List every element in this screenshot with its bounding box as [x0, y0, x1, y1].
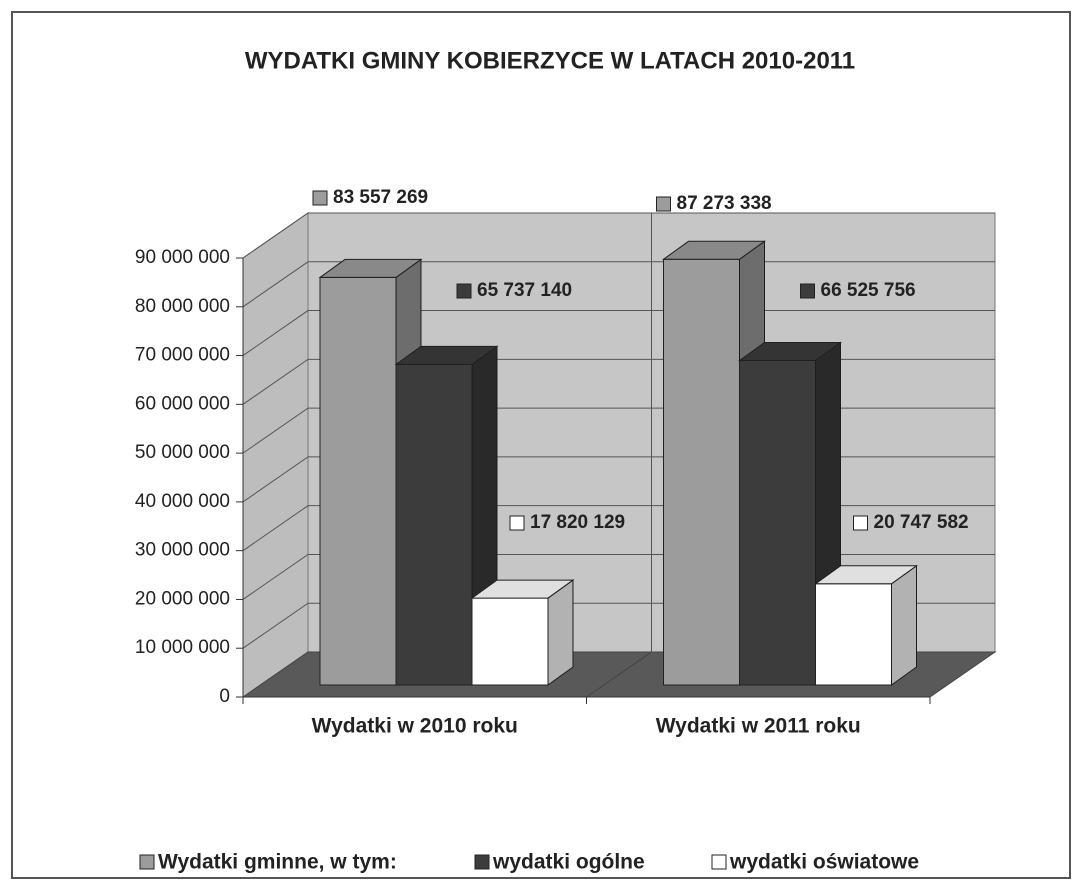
- chart-title: WYDATKI GMINY KOBIERZYCE W LATACH 2010-2…: [245, 47, 855, 74]
- bar-top-shade: [396, 346, 497, 365]
- value-label: 83 557 269: [333, 187, 428, 208]
- x-tick-label: Wydatki w 2011 roku: [656, 715, 861, 738]
- bar-top: [737, 342, 843, 362]
- bar-top-shade: [320, 259, 421, 278]
- value-label-key: [800, 283, 815, 299]
- bar: [663, 258, 740, 686]
- bar-top: [394, 345, 499, 365]
- y-tick-label: 70 000 000: [135, 345, 230, 366]
- y-tick-label: 40 000 000: [135, 491, 230, 512]
- bar-top: [318, 258, 423, 278]
- grid-line: [242, 212, 995, 259]
- y-tick-label: 50 000 000: [135, 442, 230, 463]
- bar-side-shade: [891, 565, 917, 685]
- value-label: 20 747 582: [874, 512, 969, 533]
- value-label-key: [509, 515, 525, 531]
- value-label: 65 737 140: [477, 280, 572, 301]
- bar: [815, 583, 892, 686]
- bar-top: [661, 240, 767, 260]
- bar: [395, 363, 473, 686]
- y-tick-label: 60 000 000: [135, 393, 230, 414]
- bar-top-shade: [663, 241, 765, 260]
- legend-label: wydatki ogólne: [492, 851, 645, 874]
- value-label: 87 273 338: [677, 193, 772, 214]
- y-tick-label: 0: [219, 686, 230, 707]
- bar-top-shade: [472, 580, 573, 599]
- category-divider: [586, 651, 652, 698]
- value-label-key: [656, 196, 671, 212]
- value-label: 66 525 756: [821, 280, 916, 301]
- bar-top: [470, 579, 575, 599]
- grid-line: [242, 261, 995, 308]
- bar-top-shade: [739, 342, 841, 361]
- side-wall: [242, 212, 309, 698]
- x-tick-label: Wydatki w 2010 roku: [312, 715, 518, 738]
- value-label-key: [456, 283, 472, 299]
- y-tick-label: 30 000 000: [135, 540, 230, 561]
- value-label-key: [312, 190, 328, 206]
- bar-top: [813, 565, 919, 585]
- legend-label: Wydatki gminne, w tym:: [158, 851, 397, 874]
- bar: [471, 597, 549, 686]
- legend-key: [474, 854, 490, 870]
- value-label: 17 820 129: [530, 512, 625, 533]
- bar-top-shade: [815, 565, 917, 584]
- legend-label: wydatki oświatowe: [729, 851, 919, 874]
- legend-key: [711, 854, 727, 870]
- grid-line: [242, 310, 995, 356]
- legend-key: [139, 854, 155, 870]
- y-tick-label: 80 000 000: [135, 296, 230, 317]
- bar: [319, 276, 397, 686]
- y-tick-label: 90 000 000: [135, 247, 230, 268]
- y-tick-label: 20 000 000: [135, 588, 230, 609]
- bar-side-shade: [548, 580, 573, 685]
- value-label-key: [853, 515, 868, 531]
- y-tick-label: 10 000 000: [135, 637, 230, 658]
- bar: [739, 360, 816, 686]
